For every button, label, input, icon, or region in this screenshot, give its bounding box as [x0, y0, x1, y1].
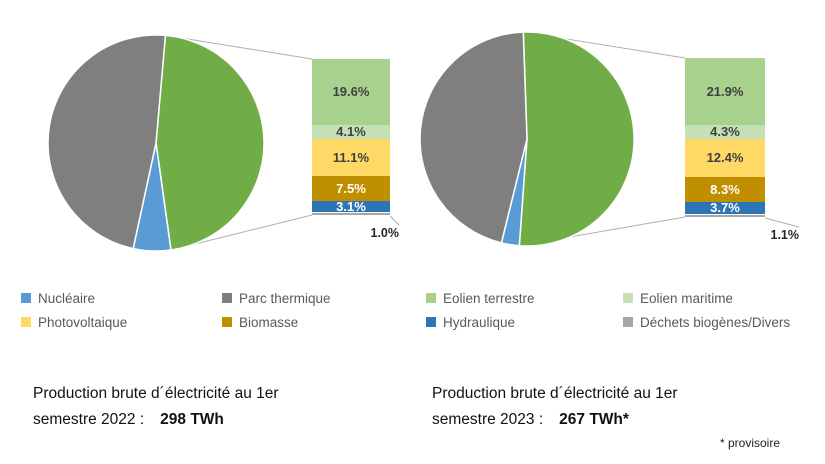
- legend-item-biomasse: Biomasse: [222, 310, 426, 334]
- legend-item-dechets-biogenes-divers: Déchets biogènes/Divers: [623, 310, 823, 334]
- caption-2022-line1: Production brute d´électricité au 1er: [33, 385, 279, 402]
- bar-segment-eolien-terrestre-2023: 21.9%: [685, 58, 765, 126]
- caption-2023: Production brute d´électricité au 1er se…: [432, 381, 824, 433]
- bar-outside-label-2022: 1.0%: [370, 226, 400, 240]
- pie-chart-2022: [47, 34, 265, 252]
- bar-segment-dechets-biogenes-divers-2023: [685, 213, 765, 217]
- breakout-bar-2022: 19.6% 4.1% 11.1% 7.5% 3.1%: [312, 59, 390, 215]
- legend-item-nucleaire: Nucléaire: [21, 286, 222, 310]
- legend: Nucléaire Parc thermique Eolien terrestre E…: [21, 286, 823, 334]
- bar-segment-biomasse-2023: 8.3%: [685, 176, 765, 203]
- legend-item-parc-thermique: Parc thermique: [222, 286, 426, 310]
- bar-segment-hydraulique-2023: 3.7%: [685, 201, 765, 215]
- legend-item-eolien-terrestre: Eolien terrestre: [426, 286, 623, 310]
- bar-segment-dechets-biogenes-divers-2022: [312, 211, 390, 215]
- leader-top-2022: [165, 34, 313, 60]
- caption-2022-line2: semestre 2022 : 298 TWh: [33, 407, 425, 433]
- eolien-maritime-swatch: [623, 293, 633, 303]
- bar-segment-eolien-maritime-2022: 4.1%: [312, 124, 390, 139]
- parc-thermique-swatch: [222, 293, 232, 303]
- bar-segment-photovoltaique-2023: 12.4%: [685, 138, 765, 177]
- caption-2022: Production brute d´électricité au 1er se…: [33, 381, 425, 433]
- caption-2023-line1: Production brute d´électricité au 1er: [432, 385, 678, 402]
- legend-item-hydraulique: Hydraulique: [426, 310, 623, 334]
- caption-2022-value: 298 TWh: [160, 411, 224, 428]
- photovoltaique-swatch: [21, 317, 31, 327]
- bar-segment-eolien-maritime-2023: 4.3%: [685, 125, 765, 139]
- legend-label-nucleaire: Nucléaire: [38, 290, 96, 306]
- legend-item-eolien-maritime: Eolien maritime: [623, 286, 823, 310]
- footnote-provisional: * provisoire: [719, 436, 780, 450]
- pie-slice-parc-thermique-2023: [419, 31, 528, 244]
- bar-outside-label-2023: 1.1%: [770, 228, 800, 242]
- legend-item-photovoltaique: Photovoltaique: [21, 310, 222, 334]
- eolien-terrestre-swatch: [426, 293, 436, 303]
- pie-slice-renouvelables-detail-2023: [518, 31, 635, 247]
- bar-segment-photovoltaique-2022: 11.1%: [312, 138, 390, 176]
- legend-label-eolien-terrestre: Eolien terrestre: [443, 290, 535, 306]
- pie-chart-2023: [419, 31, 635, 247]
- caption-2023-line2: semestre 2023 : 267 TWh*: [432, 407, 824, 433]
- bar-segment-biomasse-2022: 7.5%: [312, 175, 390, 202]
- caption-2022-period: semestre 2022 :: [33, 411, 145, 428]
- legend-label-photovoltaique: Photovoltaique: [38, 314, 128, 330]
- caption-2023-period: semestre 2023 :: [432, 411, 544, 428]
- biomasse-swatch: [222, 317, 232, 327]
- legend-label-hydraulique: Hydraulique: [443, 314, 516, 330]
- hydraulique-swatch: [426, 317, 436, 327]
- breakout-bar-2023: 21.9% 4.3% 12.4% 8.3% 3.7%: [685, 58, 765, 217]
- bar-segment-hydraulique-2022: 3.1%: [312, 200, 390, 213]
- bar-segment-eolien-terrestre-2022: 19.6%: [312, 59, 390, 125]
- legend-label-biomasse: Biomasse: [239, 314, 299, 330]
- legend-label-parc-thermique: Parc thermique: [239, 290, 331, 306]
- pie-slice-renouvelables-detail-2022: [155, 34, 265, 251]
- dechets-biogenes-divers-swatch: [623, 317, 633, 327]
- legend-label-dechets-biogenes-divers: Déchets biogènes/Divers: [640, 314, 791, 330]
- legend-label-eolien-maritime: Eolien maritime: [640, 290, 734, 306]
- pie-slice-parc-thermique-2022: [47, 34, 167, 250]
- nucleaire-swatch: [21, 293, 31, 303]
- callout-line-2023: [764, 217, 800, 228]
- caption-2023-value: 267 TWh*: [559, 411, 629, 428]
- callout-line-2022: [389, 215, 400, 226]
